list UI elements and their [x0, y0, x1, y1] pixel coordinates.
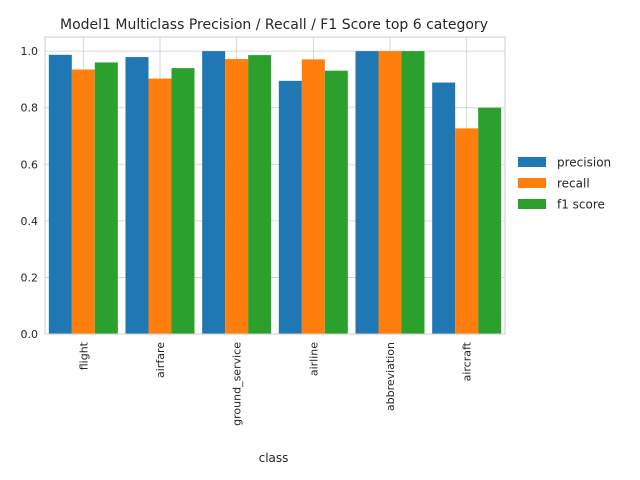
y-tick-label: 0.6	[21, 158, 39, 171]
bar-f1-score-aircraft	[478, 107, 502, 334]
x-tick-label: aircraft	[461, 341, 474, 381]
bar-recall-abbreviation	[378, 51, 402, 335]
bar-precision-airline	[278, 80, 302, 334]
x-axis-title: class	[259, 451, 289, 465]
y-tick-label: 0.4	[21, 215, 39, 228]
bar-recall-airline	[301, 59, 325, 335]
y-tick-label: 0.0	[21, 328, 39, 341]
legend: precision recall f1 score	[518, 156, 611, 212]
legend-swatch	[518, 178, 546, 188]
bar-recall-ground_service	[225, 59, 249, 334]
bar-precision-airfare	[125, 57, 149, 334]
x-tick-label: airfare	[154, 342, 167, 378]
bar-recall-aircraft	[455, 128, 479, 334]
plot-area: 0.0 0.2 0.4 0.6 0.8 1.0 flight airfare ground_se…	[21, 36, 506, 426]
x-tick-label: ground_service	[231, 342, 244, 426]
bar-f1-score-ground_service	[248, 55, 272, 335]
bar-recall-flight	[71, 69, 95, 335]
x-tick-label: abbreviation	[384, 342, 397, 411]
bar-f1-score-abbreviation	[401, 51, 425, 335]
legend-label: f1 score	[557, 198, 605, 212]
bar-f1-score-airfare	[171, 68, 195, 334]
x-tick-label: flight	[77, 341, 90, 370]
y-tick-label: 0.2	[21, 271, 39, 284]
bar-precision-abbreviation	[355, 51, 379, 335]
chart-title: Model1 Multiclass Precision / Recall / F…	[60, 17, 488, 33]
bar-precision-flight	[48, 54, 72, 334]
y-tick-label: 1.0	[21, 45, 39, 58]
legend-swatch	[518, 199, 546, 209]
bar-precision-aircraft	[432, 82, 456, 334]
plot-frame	[44, 36, 506, 335]
legend-swatch	[518, 157, 546, 167]
legend-label: recall	[557, 177, 590, 191]
bar-precision-ground_service	[202, 51, 226, 335]
bar-recall-airfare	[148, 78, 172, 334]
legend-label: precision	[557, 156, 611, 170]
bar-f1-score-airline	[324, 70, 348, 334]
x-tick-label: airline	[307, 342, 320, 376]
y-tick-label: 0.8	[21, 102, 39, 115]
bar-f1-score-flight	[94, 62, 118, 334]
